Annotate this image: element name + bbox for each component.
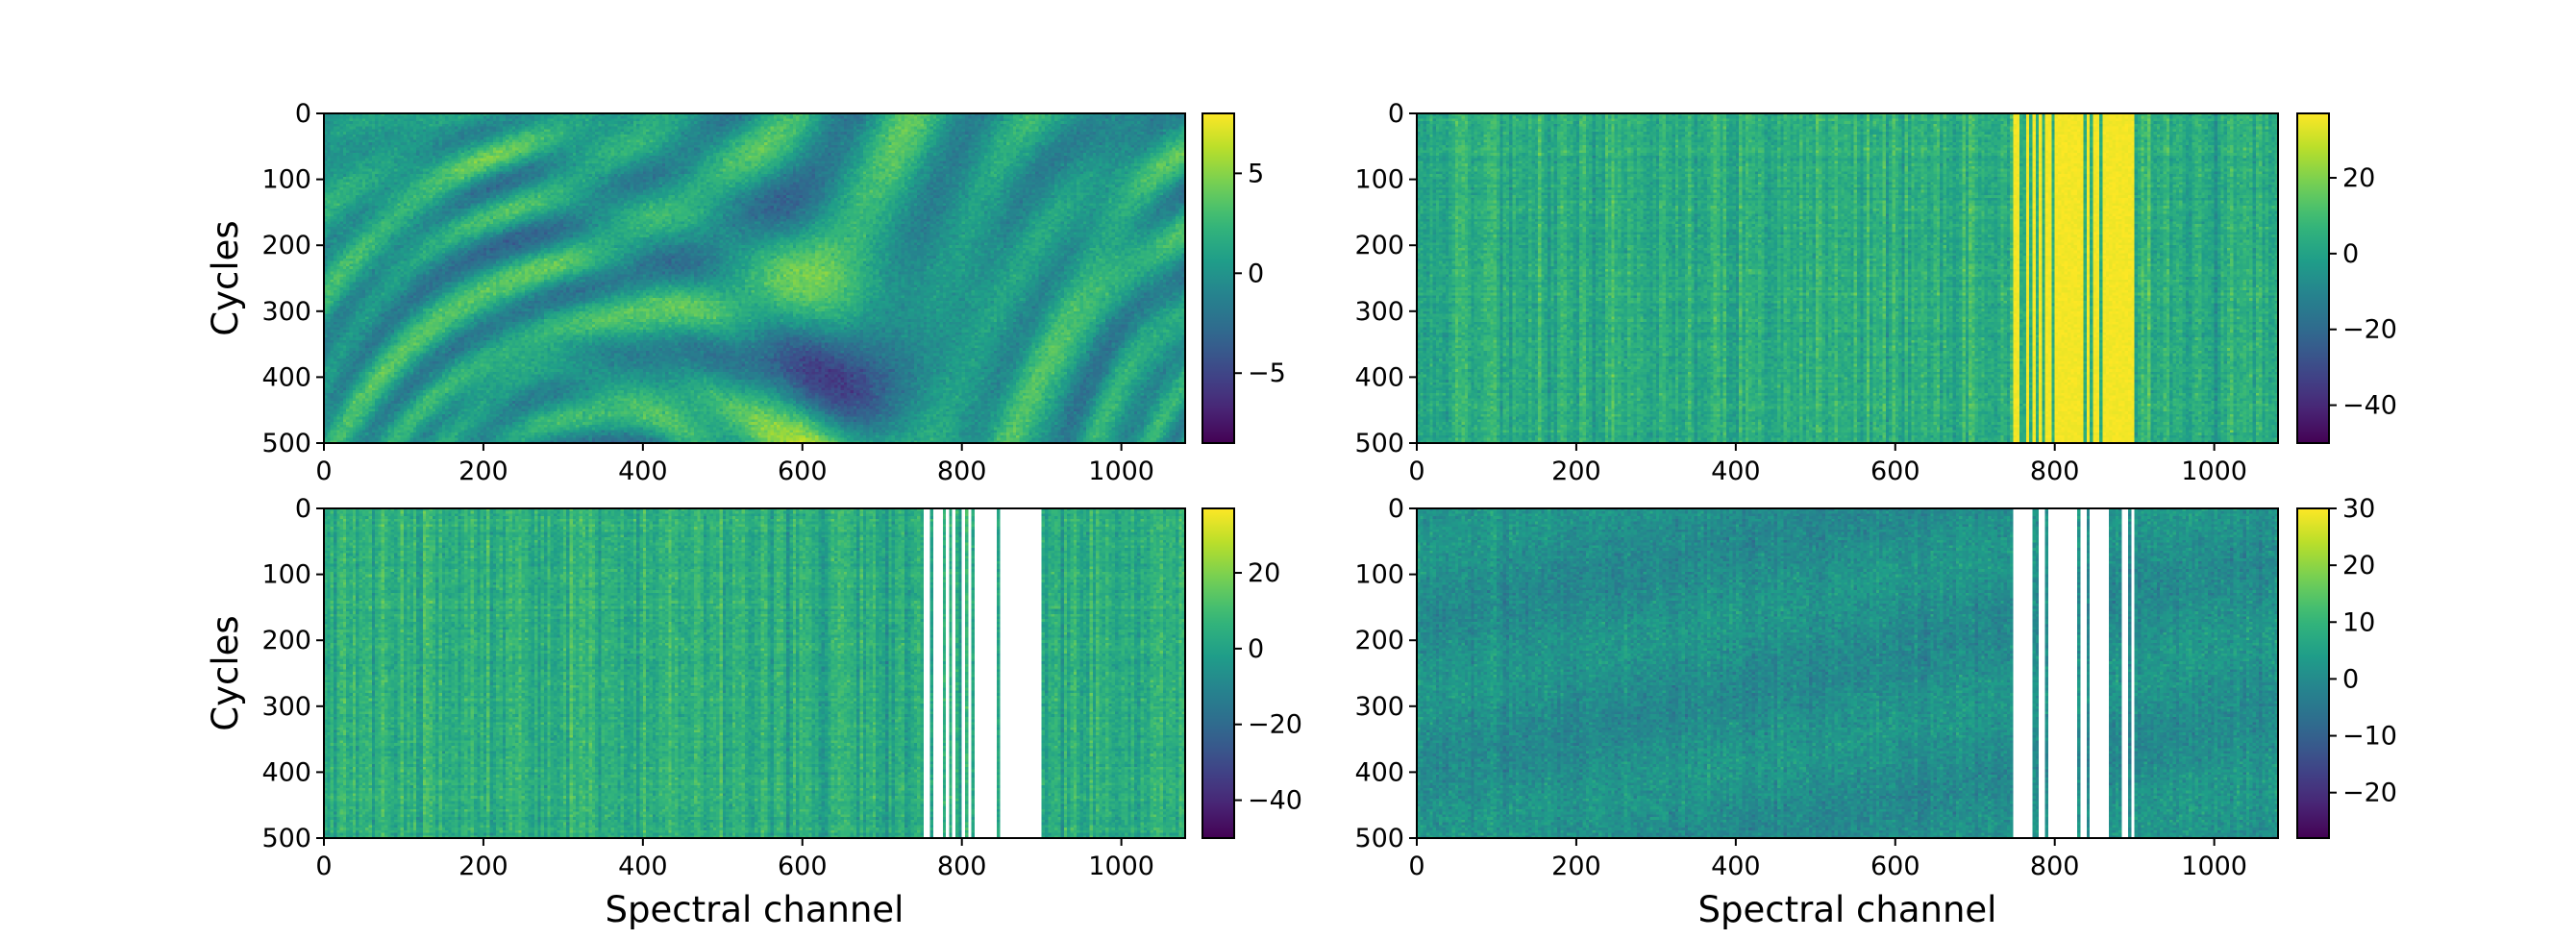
y-axis-label: Cycles — [205, 615, 246, 730]
x-axis-label: Spectral channel — [1698, 889, 1997, 930]
heatmap-image — [324, 113, 1185, 443]
y-tick-label: 300 — [261, 297, 311, 327]
y-axis-label: Cycles — [205, 220, 246, 335]
axes-frame — [1416, 112, 2279, 444]
x-axis-label: Spectral channel — [606, 889, 904, 930]
colorbar-frame — [2296, 112, 2330, 444]
y-tick-label: 300 — [261, 692, 311, 722]
y-tick-label: 0 — [295, 99, 311, 129]
colorbar-tick-label: 20 — [2342, 163, 2375, 193]
colorbar-gradient — [1202, 508, 1234, 838]
y-tick-label: 200 — [1354, 626, 1404, 655]
y-tick-label: 400 — [261, 757, 311, 787]
x-tick-label: 0 — [1408, 852, 1424, 881]
colorbar-tick-label: 0 — [2342, 239, 2359, 269]
y-tick-label: 300 — [1354, 297, 1404, 327]
y-tick-label: 400 — [261, 362, 311, 392]
colorbar-tick-label: −20 — [2342, 778, 2397, 808]
heatmap-image — [1417, 113, 2278, 443]
heatmap-panel-top-right: 0 200 400 600 800 1000 0 100 200 300 400 500 −40 −20 0… — [1354, 99, 2397, 486]
x-tick-label: 400 — [618, 457, 668, 486]
axes-frame — [323, 507, 1186, 839]
colorbar-tick-label: −40 — [1248, 786, 1302, 816]
x-tick-label: 400 — [618, 852, 668, 881]
x-tick-label: 1000 — [2181, 852, 2247, 881]
x-tick-label: 0 — [315, 457, 332, 486]
x-tick-label: 400 — [1711, 852, 1761, 881]
y-tick-label: 500 — [261, 429, 311, 458]
colorbar-tick-label: −40 — [2342, 391, 2397, 421]
heatmap-image — [324, 508, 1185, 838]
y-tick-label: 0 — [1388, 99, 1404, 129]
x-tick-label: 800 — [2030, 852, 2080, 881]
y-tick-label: 100 — [1354, 560, 1404, 590]
x-tick-label: 200 — [1551, 457, 1601, 486]
y-tick-label: 200 — [261, 626, 311, 655]
y-tick-label: 0 — [295, 494, 311, 524]
colorbar-gradient — [1202, 113, 1234, 443]
colorbar-tick-label: 20 — [1248, 558, 1280, 588]
colorbar-tick-label: 0 — [1248, 634, 1264, 664]
x-tick-label: 600 — [778, 852, 828, 881]
y-tick-label: 100 — [261, 560, 311, 590]
x-tick-label: 1000 — [1088, 852, 1154, 881]
colorbar-tick-label: 30 — [2342, 494, 2375, 524]
x-tick-label: 600 — [778, 457, 828, 486]
colorbar-tick-label: 20 — [2342, 551, 2375, 581]
colorbar-tick-label: 5 — [1248, 159, 1264, 188]
heatmap-panel-bottom-right: 0 200 400 600 800 10000100200300400500Spectra… — [1354, 494, 2397, 930]
x-tick-label: 200 — [1551, 852, 1601, 881]
y-tick-label: 200 — [1354, 231, 1404, 260]
x-tick-label: 800 — [937, 852, 987, 881]
heatmap-panel-top-left: 0 200 400 600 800 1000 0 100 200 300 400 500 Cycles −… — [205, 99, 1286, 486]
colorbar-tick-label: 10 — [2342, 607, 2375, 637]
y-tick-label: 500 — [261, 824, 311, 853]
x-tick-label: 800 — [937, 457, 987, 486]
y-tick-label: 500 — [1354, 824, 1404, 853]
y-tick-label: 400 — [1354, 757, 1404, 787]
colorbar-frame — [1201, 507, 1235, 839]
x-tick-label: 1000 — [1088, 457, 1154, 486]
y-tick-label: 100 — [261, 165, 311, 195]
x-tick-label: 200 — [458, 852, 508, 881]
colorbar-gradient — [2297, 508, 2329, 838]
y-tick-label: 0 — [1388, 494, 1404, 524]
heatmap-image — [1417, 508, 2278, 838]
colorbar-tick-label: 0 — [2342, 664, 2359, 694]
x-tick-label: 400 — [1711, 457, 1761, 486]
y-tick-label: 300 — [1354, 692, 1404, 722]
axes-frame — [323, 112, 1186, 444]
y-tick-label: 500 — [1354, 429, 1404, 458]
colorbar-tick-label: −20 — [1248, 710, 1302, 740]
colorbar-frame — [2296, 507, 2330, 839]
x-tick-label: 600 — [1870, 457, 1920, 486]
y-tick-label: 200 — [261, 231, 311, 260]
y-tick-label: 100 — [1354, 165, 1404, 195]
colorbar-frame — [1201, 112, 1235, 444]
x-tick-label: 600 — [1870, 852, 1920, 881]
x-tick-label: 0 — [1408, 457, 1424, 486]
y-tick-label: 400 — [1354, 362, 1404, 392]
x-tick-label: 1000 — [2181, 457, 2247, 486]
x-tick-label: 800 — [2030, 457, 2080, 486]
heatmap-panel-bottom-left: 0 200 400 600 800 10000100200300400500CyclesS… — [205, 494, 1302, 930]
colorbar-tick-label: −10 — [2342, 722, 2397, 752]
axes-frame — [1416, 507, 2279, 839]
colorbar-tick-label: −5 — [1248, 358, 1286, 388]
x-tick-label: 0 — [315, 852, 332, 881]
colorbar-gradient — [2297, 113, 2329, 443]
x-tick-label: 200 — [458, 457, 508, 486]
colorbar-tick-label: −20 — [2342, 315, 2397, 345]
colorbar-tick-label: 0 — [1248, 259, 1264, 288]
